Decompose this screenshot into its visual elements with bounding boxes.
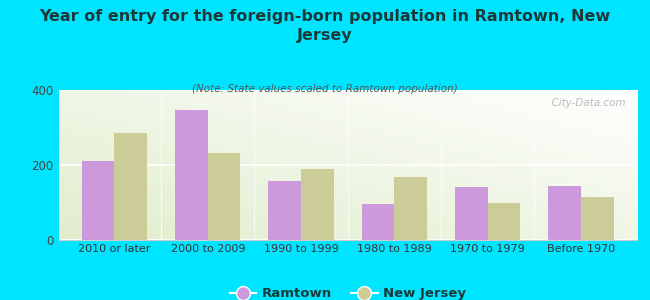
Bar [82,161,114,240]
Bar [268,181,301,240]
Legend: Ramtown, New Jersey: Ramtown, New Jersey [224,282,471,300]
Bar [301,169,333,240]
Bar [581,197,614,240]
Bar [114,133,147,240]
Bar [455,187,488,240]
Text: City-Data.com: City-Data.com [545,98,625,107]
Bar [488,202,521,240]
Text: Year of entry for the foreign-born population in Ramtown, New
Jersey: Year of entry for the foreign-born popul… [40,9,610,43]
Bar [395,177,427,240]
Text: (Note: State values scaled to Ramtown population): (Note: State values scaled to Ramtown po… [192,84,458,94]
Bar [175,110,208,240]
Bar [549,186,581,240]
Bar [208,153,240,240]
Bar [362,204,395,240]
